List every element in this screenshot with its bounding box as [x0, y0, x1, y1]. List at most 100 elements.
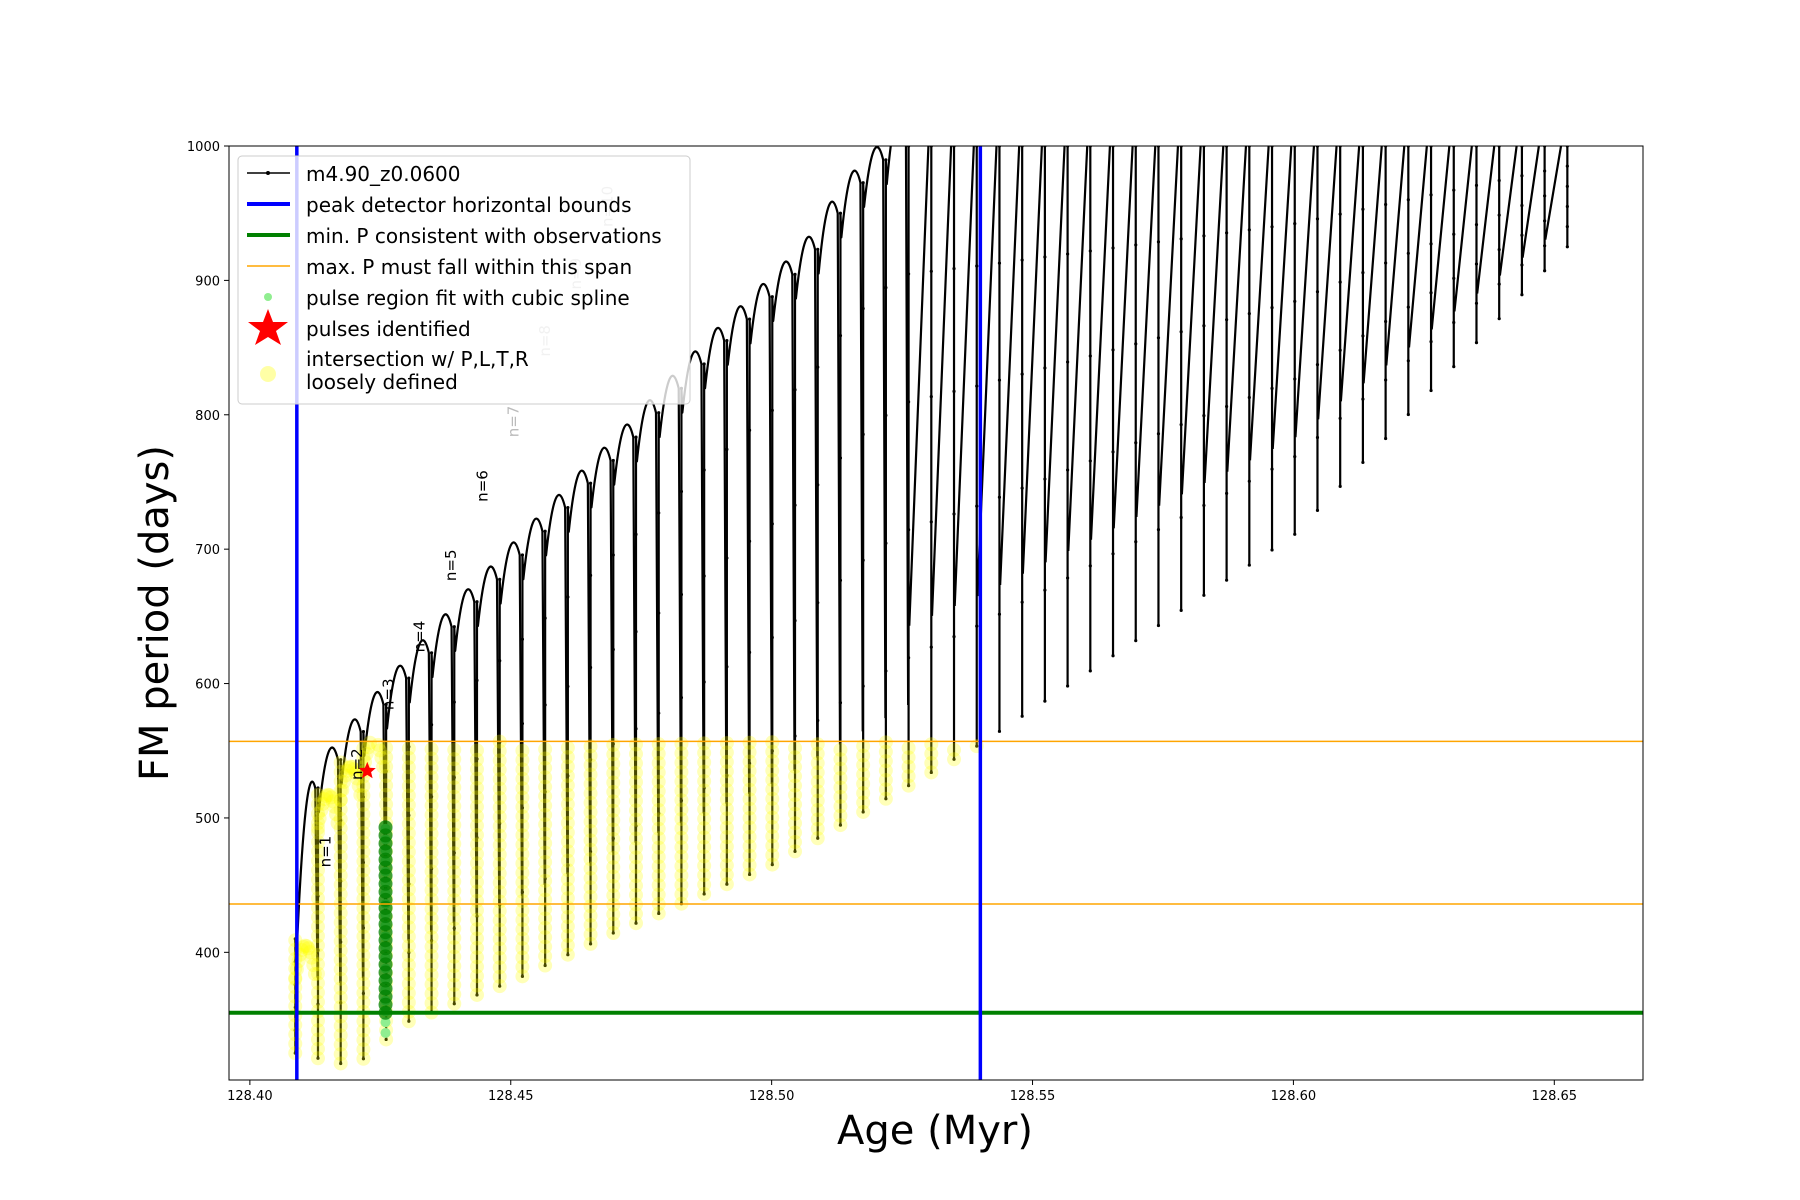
model-point	[997, 378, 1002, 382]
intersection-point	[379, 787, 394, 802]
model-point	[884, 158, 888, 162]
model-point	[634, 435, 638, 439]
model-point	[1315, 217, 1320, 221]
model-point	[679, 695, 684, 700]
intersection-point	[338, 768, 353, 783]
model-point	[1179, 515, 1183, 520]
intersection-point	[560, 825, 575, 840]
intersection-point	[606, 916, 621, 931]
intersection-point	[606, 831, 621, 846]
model-point	[566, 863, 570, 867]
intersection-point	[424, 845, 439, 860]
model-point	[520, 890, 525, 894]
intersection-point	[606, 775, 621, 790]
intersection-point	[333, 858, 348, 873]
intersection-point	[742, 867, 757, 882]
model-pulse	[521, 517, 546, 977]
x-axis-label: Age (Myr)	[837, 1108, 1033, 1154]
model-point	[1565, 225, 1569, 229]
model-point	[1293, 377, 1297, 381]
intersection-point	[310, 1051, 325, 1066]
model-point	[339, 940, 343, 944]
model-point	[452, 926, 456, 930]
intersection-point	[492, 969, 507, 984]
model-point	[702, 362, 706, 366]
model-point	[1043, 477, 1047, 481]
intersection-point	[447, 799, 462, 814]
model-point	[1065, 360, 1070, 364]
model-pulse	[316, 746, 342, 1059]
intersection-point	[447, 865, 462, 880]
intersection-point	[515, 875, 530, 890]
model-point	[747, 317, 752, 321]
model-point	[1111, 654, 1115, 658]
intersection-point	[447, 855, 462, 870]
model-point	[1225, 404, 1229, 409]
intersection-point	[333, 1047, 348, 1062]
intersection-point	[333, 811, 348, 826]
intersection-point	[335, 783, 350, 798]
intersection-point	[310, 834, 325, 849]
intersection-point	[606, 869, 621, 884]
intersection-point	[606, 756, 621, 771]
model-point	[566, 595, 570, 599]
intersection-point	[424, 798, 439, 813]
model-point	[1338, 280, 1342, 284]
intersection-point	[856, 767, 871, 782]
intersection-point	[606, 860, 621, 875]
intersection-point	[447, 827, 462, 842]
data-layer	[229, 146, 1643, 1080]
model-point	[566, 506, 570, 510]
model-point	[997, 495, 1002, 499]
intersection-point	[560, 938, 575, 953]
intersection-point	[469, 799, 484, 814]
model-point	[884, 413, 888, 417]
model-point	[702, 786, 706, 790]
intersection-point	[469, 940, 484, 955]
model-point	[407, 745, 411, 749]
intersection-point	[606, 926, 621, 941]
intersection-point	[788, 797, 803, 812]
model-point	[316, 1056, 320, 1060]
model-point	[452, 775, 456, 780]
model-point	[861, 181, 865, 185]
intersection-point	[629, 756, 644, 771]
intersection-point	[515, 931, 530, 946]
model-point	[1020, 600, 1024, 604]
intersection-point	[469, 762, 484, 777]
intersection-point	[379, 759, 394, 774]
intersection-point	[651, 784, 666, 799]
intersection-point	[788, 835, 803, 850]
model-pulse	[952, 146, 975, 760]
intersection-point	[469, 771, 484, 786]
pulse-number-label: n=4	[411, 621, 429, 653]
model-point	[1202, 503, 1206, 508]
model-point	[1225, 578, 1229, 582]
intersection-point	[538, 920, 553, 935]
intersection-point	[333, 755, 348, 770]
model-point	[316, 840, 320, 844]
intersection-point	[310, 994, 325, 1009]
intersection-point	[447, 977, 462, 992]
intersection-point	[401, 797, 416, 812]
model-point	[702, 892, 706, 896]
model-point	[1043, 255, 1047, 259]
model-point	[1520, 203, 1524, 208]
intersection-point	[424, 967, 439, 982]
intersection-point	[788, 759, 803, 774]
intersection-point	[583, 748, 598, 763]
intersection-point	[492, 772, 507, 787]
intersection-point	[401, 948, 416, 963]
intersection-point	[515, 828, 530, 843]
intersection-point	[560, 815, 575, 830]
intersection-point	[340, 763, 355, 778]
intersection-point	[674, 774, 689, 789]
legend-label-max-period: max. P must fall within this span	[306, 255, 632, 279]
model-point	[679, 489, 684, 494]
intersection-point	[424, 873, 439, 888]
intersection-point	[447, 930, 462, 945]
intersection-point	[447, 996, 462, 1011]
intersection-point	[719, 820, 734, 835]
intersection-point	[401, 882, 416, 897]
intersection-point	[424, 883, 439, 898]
